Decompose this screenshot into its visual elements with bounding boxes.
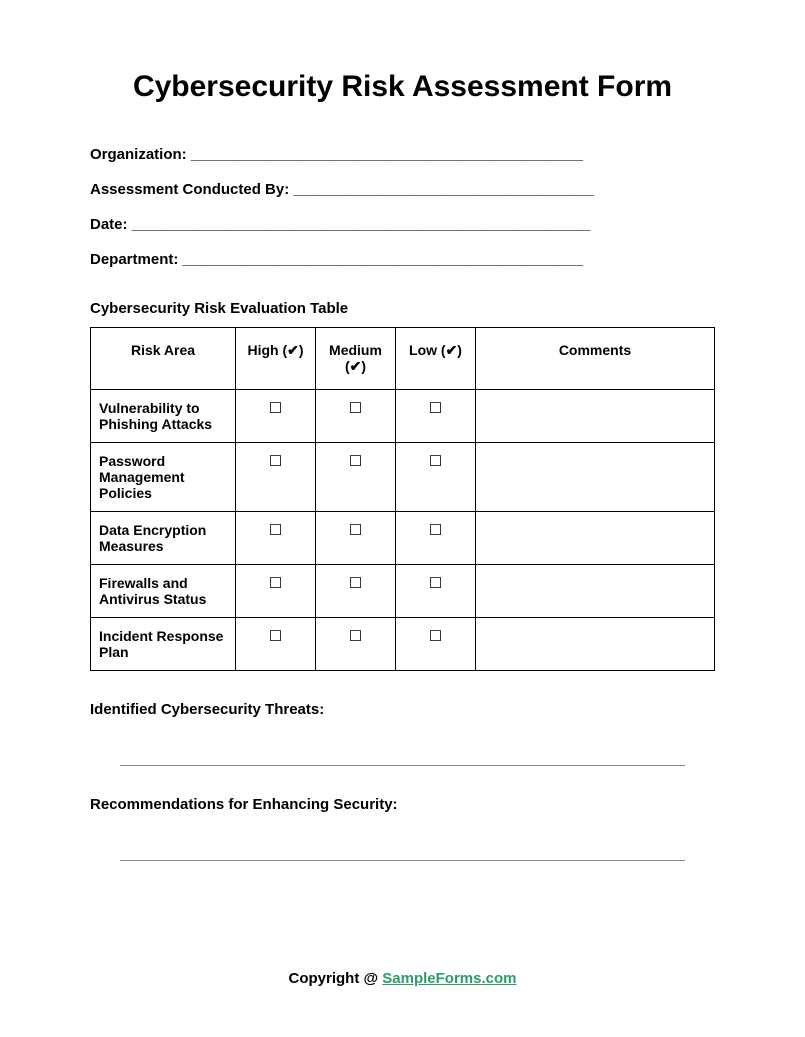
threats-label: Identified Cybersecurity Threats: [90, 701, 715, 718]
checkbox-icon: ☐ [269, 629, 282, 644]
field-department-line[interactable]: ________________________________________… [178, 251, 583, 268]
checkbox-high[interactable]: ☐ [236, 512, 316, 565]
comments-cell[interactable] [476, 390, 715, 443]
comments-cell[interactable] [476, 565, 715, 618]
field-organization-label: Organization: [90, 146, 187, 163]
col-risk-area: Risk Area [91, 328, 236, 390]
table-heading: Cybersecurity Risk Evaluation Table [90, 300, 715, 317]
table-row: Incident Response Plan ☐ ☐ ☐ [91, 618, 715, 671]
col-comments: Comments [476, 328, 715, 390]
comments-cell[interactable] [476, 443, 715, 512]
field-department: Department: ____________________________… [90, 249, 715, 270]
field-department-label: Department: [90, 251, 178, 268]
checkbox-icon: ☐ [269, 454, 282, 469]
risk-evaluation-table: Risk Area High (✔) Medium (✔) Low (✔) Co… [90, 327, 715, 671]
table-row: Password Management Policies ☐ ☐ ☐ [91, 443, 715, 512]
field-organization: Organization: __________________________… [90, 144, 715, 165]
field-date-label: Date: [90, 216, 128, 233]
risk-area-cell: Data Encryption Measures [91, 512, 236, 565]
table-row: Firewalls and Antivirus Status ☐ ☐ ☐ [91, 565, 715, 618]
checkbox-icon: ☐ [429, 629, 442, 644]
checkbox-icon: ☐ [429, 523, 442, 538]
checkbox-icon: ☐ [429, 576, 442, 591]
checkbox-medium[interactable]: ☐ [316, 390, 396, 443]
risk-area-cell: Firewalls and Antivirus Status [91, 565, 236, 618]
threats-input-line[interactable] [120, 736, 685, 766]
field-organization-line[interactable]: ________________________________________… [187, 146, 583, 163]
checkbox-icon: ☐ [269, 576, 282, 591]
field-date-line[interactable]: ________________________________________… [128, 216, 591, 233]
recommendations-label: Recommendations for Enhancing Security: [90, 796, 715, 813]
checkbox-icon: ☐ [349, 401, 362, 416]
checkbox-low[interactable]: ☐ [396, 618, 476, 671]
page-title: Cybersecurity Risk Assessment Form [90, 70, 715, 104]
col-high: High (✔) [236, 328, 316, 390]
risk-area-cell: Vulnerability to Phishing Attacks [91, 390, 236, 443]
checkbox-medium[interactable]: ☐ [316, 618, 396, 671]
risk-area-cell: Incident Response Plan [91, 618, 236, 671]
form-page: Cybersecurity Risk Assessment Form Organ… [0, 0, 805, 1037]
checkbox-icon: ☐ [269, 401, 282, 416]
checkbox-icon: ☐ [349, 454, 362, 469]
checkbox-low[interactable]: ☐ [396, 565, 476, 618]
col-medium: Medium (✔) [316, 328, 396, 390]
checkbox-low[interactable]: ☐ [396, 443, 476, 512]
checkbox-icon: ☐ [269, 523, 282, 538]
risk-area-cell: Password Management Policies [91, 443, 236, 512]
table-header-row: Risk Area High (✔) Medium (✔) Low (✔) Co… [91, 328, 715, 390]
checkbox-medium[interactable]: ☐ [316, 512, 396, 565]
footer-link[interactable]: SampleForms.com [382, 970, 516, 987]
field-conducted-by-label: Assessment Conducted By: [90, 181, 289, 198]
table-row: Data Encryption Measures ☐ ☐ ☐ [91, 512, 715, 565]
checkbox-medium[interactable]: ☐ [316, 565, 396, 618]
checkbox-high[interactable]: ☐ [236, 390, 316, 443]
table-row: Vulnerability to Phishing Attacks ☐ ☐ ☐ [91, 390, 715, 443]
checkbox-high[interactable]: ☐ [236, 618, 316, 671]
field-conducted-by: Assessment Conducted By: _______________… [90, 179, 715, 200]
field-conducted-by-line[interactable]: ____________________________________ [289, 181, 594, 198]
recommendations-input-line[interactable] [120, 831, 685, 861]
table-body: Vulnerability to Phishing Attacks ☐ ☐ ☐ … [91, 390, 715, 671]
checkbox-high[interactable]: ☐ [236, 443, 316, 512]
field-date: Date: __________________________________… [90, 214, 715, 235]
checkbox-medium[interactable]: ☐ [316, 443, 396, 512]
footer: Copyright @ SampleForms.com [0, 970, 805, 987]
checkbox-high[interactable]: ☐ [236, 565, 316, 618]
checkbox-low[interactable]: ☐ [396, 512, 476, 565]
footer-prefix: Copyright @ [288, 970, 382, 987]
checkbox-low[interactable]: ☐ [396, 390, 476, 443]
checkbox-icon: ☐ [349, 629, 362, 644]
checkbox-icon: ☐ [429, 454, 442, 469]
col-low: Low (✔) [396, 328, 476, 390]
checkbox-icon: ☐ [349, 523, 362, 538]
checkbox-icon: ☐ [349, 576, 362, 591]
comments-cell[interactable] [476, 618, 715, 671]
checkbox-icon: ☐ [429, 401, 442, 416]
comments-cell[interactable] [476, 512, 715, 565]
